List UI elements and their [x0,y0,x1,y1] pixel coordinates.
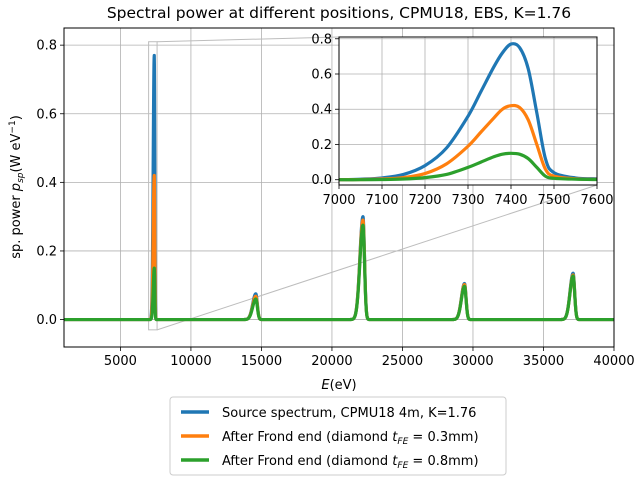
inset-y-tick-label: 0.8 [311,32,332,47]
chart-title: Spectral power at different positions, C… [107,4,571,22]
inset-series-line-2 [338,151,598,182]
inset-series-lines [338,42,598,182]
y-tick-label: 0.4 [36,176,57,191]
series-line-2 [64,223,614,322]
y-axis-label-subscript: sp [16,172,26,183]
inset-x-tick-label: 7600 [580,193,613,208]
inset-series-line-0 [338,42,598,182]
y-tick-label: 0.2 [36,244,57,259]
legend: Source spectrum, CPMU18 4m, K=1.76 After… [169,396,507,476]
legend-label-fe-08mm-rest: = 0.8mm) [408,454,478,469]
legend-label-fe-08mm: After Frond end (diamond tFE = 0.8mm) [222,454,479,471]
zoom-connector-top [157,36,340,43]
y-axis-label: sp. power psp(W eV−1) [8,115,26,259]
legend-label-fe-08mm-text: After Frond end (diamond [222,454,392,469]
inset-y-tick-label: 0.6 [311,68,332,83]
x-axis-label: E(eV) [321,378,356,393]
legend-box [169,396,507,476]
y-axis-label-close: ) [9,115,24,120]
x-tick-label: 35000 [523,354,564,369]
x-axis-label-symbol: E [321,378,330,393]
inset-x-tick-label: 7200 [408,193,441,208]
zoom-connector-bottom [156,184,598,331]
y-tick-label: 0.0 [36,313,57,328]
inset-y-tick-label: 0.2 [311,138,332,153]
inset-zoom-indicator [148,36,598,331]
zoom-region-box [148,41,158,331]
x-tick-label: 10000 [170,354,211,369]
inset-ticks: 7000 7100 7200 7300 7400 7500 7600 0.0 0.2 0.4 0.6… [311,32,613,208]
legend-label-fe-03mm-text: After Frond end (diamond [222,430,392,445]
inset-y-tick-label: 0.0 [311,173,332,188]
x-tick-label: 40000 [593,354,634,369]
legend-label-source: Source spectrum, CPMU18 4m, K=1.76 [222,406,476,421]
x-tick-label: 25000 [382,354,423,369]
main-series-lines [64,53,614,322]
y-tick-label: 0.8 [36,39,57,54]
y-axis-label-text: sp. power [9,191,24,259]
inset-x-tick-label: 7500 [537,193,570,208]
legend-label-fe-03mm: After Frond end (diamond tFE = 0.3mm) [222,430,479,447]
inset-x-tick-label: 7300 [451,193,484,208]
legend-label-fe-03mm-symbol: t [392,430,398,445]
legend-label-fe-03mm-sub: FE [397,437,408,447]
legend-label-fe-08mm-sub: FE [397,461,408,471]
x-tick-label: 15000 [241,354,282,369]
inset-x-tick-label: 7100 [365,193,398,208]
y-tick-label: 0.6 [36,107,57,122]
x-tick-label: 5000 [104,354,137,369]
inset-x-tick-label: 7400 [494,193,527,208]
x-axis-label-unit: (eV) [330,378,357,393]
x-tick-label: 20000 [311,354,352,369]
y-axis-label-symbol: p [9,183,24,192]
inset-x-tick-label: 7000 [322,193,355,208]
y-axis-label-unit: (W eV [9,133,24,172]
legend-label-fe-03mm-rest: = 0.3mm) [408,430,478,445]
inset-y-tick-label: 0.4 [311,103,332,118]
main-ticks: 5000 10000 15000 20000 25000 30000 35000 40000 0… [36,39,634,369]
x-tick-label: 30000 [452,354,493,369]
legend-label-fe-08mm-symbol: t [392,454,398,469]
y-axis-label-exponent: −1 [8,120,18,133]
main-axes-frame [63,27,615,348]
